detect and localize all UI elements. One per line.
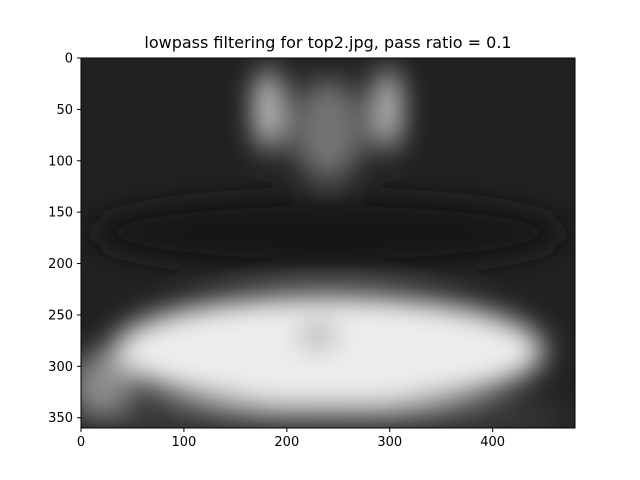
heatmap-bottom-strip xyxy=(81,405,575,428)
y-axis: 0 50 100 150 200 250 300 350 xyxy=(48,52,81,426)
heatmap-bright-floor xyxy=(111,294,545,408)
heatmap-lower-left-corner xyxy=(81,350,133,423)
x-tick-label: 400 xyxy=(480,435,505,450)
x-axis: 0 100 200 300 400 xyxy=(77,428,505,450)
heatmap-right-bright-column xyxy=(375,68,401,151)
x-tick-label: 0 xyxy=(77,435,85,450)
y-tick-label: 350 xyxy=(48,411,73,426)
y-tick-label: 200 xyxy=(48,257,73,272)
heatmap-floor-center-spot xyxy=(299,325,337,346)
chart-title: lowpass filtering for top2.jpg, pass rat… xyxy=(144,33,511,52)
y-tick-label: 300 xyxy=(48,360,73,375)
heatmap-dark-band xyxy=(91,196,565,269)
x-tick-label: 300 xyxy=(377,435,402,450)
heatmap-center-top-glow xyxy=(291,78,365,182)
y-tick-label: 100 xyxy=(48,154,73,169)
plot-frame xyxy=(80,57,576,429)
y-tick-label: 50 xyxy=(56,103,73,118)
heatmap-left-bright-column xyxy=(255,68,281,151)
y-tick-label: 150 xyxy=(48,206,73,221)
x-tick-label: 100 xyxy=(172,435,197,450)
x-tick-label: 200 xyxy=(274,435,299,450)
y-tick-label: 250 xyxy=(48,308,73,323)
y-tick-label: 0 xyxy=(65,52,73,67)
image-layer xyxy=(81,58,575,428)
heatmap-blobs xyxy=(81,68,575,428)
